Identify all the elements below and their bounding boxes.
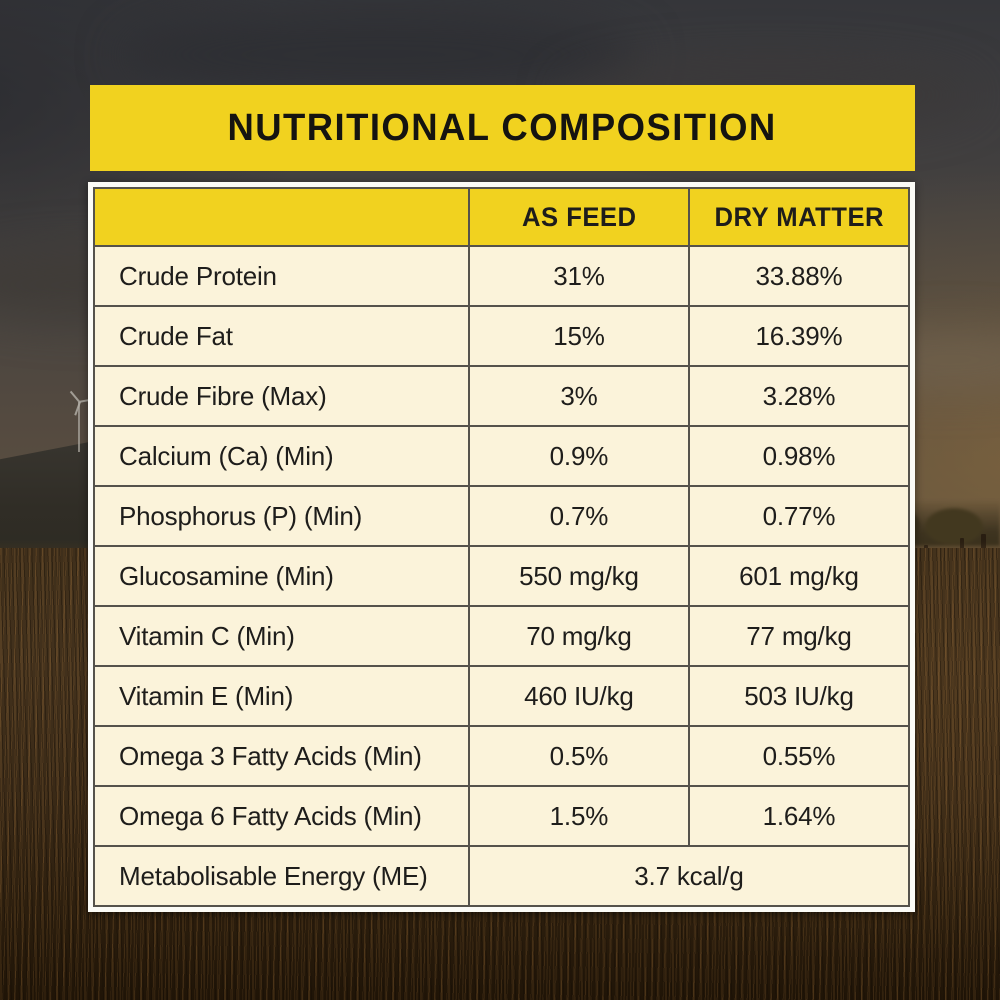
row-label: Omega 6 Fatty Acids (Min) (93, 785, 470, 847)
dry-matter-value: 16.39% (687, 305, 911, 367)
nutrition-table: AS FEED DRY MATTER Crude Protein 31% 33.… (88, 182, 915, 912)
as-feed-value: 550 mg/kg (467, 545, 690, 607)
table-row: Crude Fibre (Max) 3% 3.28% (93, 365, 911, 427)
column-header-blank (93, 187, 470, 247)
table-row: Crude Fat 15% 16.39% (93, 305, 911, 367)
wind-turbine-icon (70, 390, 94, 452)
table-row-metabolisable-energy: Metabolisable Energy (ME) 3.7 kcal/g (93, 845, 911, 907)
dry-matter-value: 601 mg/kg (687, 545, 911, 607)
page-title: NUTRITIONAL COMPOSITION (227, 106, 778, 149)
row-label: Crude Protein (93, 245, 470, 307)
dry-matter-value: 3.28% (687, 365, 911, 427)
row-label: Metabolisable Energy (ME) (93, 845, 470, 907)
row-label: Vitamin C (Min) (93, 605, 470, 667)
table-row: Glucosamine (Min) 550 mg/kg 601 mg/kg (93, 545, 911, 607)
row-label: Omega 3 Fatty Acids (Min) (93, 725, 470, 787)
as-feed-value: 0.5% (467, 725, 690, 787)
row-label: Glucosamine (Min) (93, 545, 470, 607)
as-feed-value: 0.7% (467, 485, 690, 547)
dry-matter-value: 1.64% (687, 785, 911, 847)
dry-matter-value: 503 IU/kg (687, 665, 911, 727)
as-feed-value: 460 IU/kg (467, 665, 690, 727)
dry-matter-value: 0.77% (687, 485, 911, 547)
as-feed-value: 1.5% (467, 785, 690, 847)
header-row: AS FEED DRY MATTER (93, 187, 911, 247)
table-row: Omega 6 Fatty Acids (Min) 1.5% 1.64% (93, 785, 911, 847)
table-row: Omega 3 Fatty Acids (Min) 0.5% 0.55% (93, 725, 911, 787)
column-header-dry-matter: DRY MATTER (687, 187, 911, 247)
as-feed-value: 3% (467, 365, 690, 427)
dry-matter-value: 77 mg/kg (687, 605, 911, 667)
table-row: Phosphorus (P) (Min) 0.7% 0.77% (93, 485, 911, 547)
table-row: Calcium (Ca) (Min) 0.9% 0.98% (93, 425, 911, 487)
table-row: Crude Protein 31% 33.88% (93, 245, 911, 307)
as-feed-value: 70 mg/kg (467, 605, 690, 667)
energy-value: 3.7 kcal/g (467, 845, 911, 907)
column-header-as-feed: AS FEED (467, 187, 690, 247)
row-label: Calcium (Ca) (Min) (93, 425, 470, 487)
row-label: Vitamin E (Min) (93, 665, 470, 727)
title-banner: NUTRITIONAL COMPOSITION (90, 85, 915, 171)
as-feed-value: 31% (467, 245, 690, 307)
dry-matter-value: 0.55% (687, 725, 911, 787)
table-row: Vitamin C (Min) 70 mg/kg 77 mg/kg (93, 605, 911, 667)
row-label: Phosphorus (P) (Min) (93, 485, 470, 547)
dry-matter-value: 0.98% (687, 425, 911, 487)
as-feed-value: 15% (467, 305, 690, 367)
table-row: Vitamin E (Min) 460 IU/kg 503 IU/kg (93, 665, 911, 727)
as-feed-value: 0.9% (467, 425, 690, 487)
row-label: Crude Fibre (Max) (93, 365, 470, 427)
dry-matter-value: 33.88% (687, 245, 911, 307)
row-label: Crude Fat (93, 305, 470, 367)
